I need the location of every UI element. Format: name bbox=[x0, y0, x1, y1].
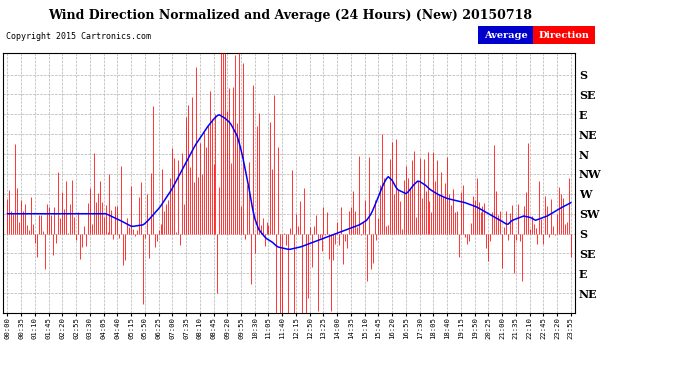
Text: Copyright 2015 Cartronics.com: Copyright 2015 Cartronics.com bbox=[6, 32, 150, 41]
Text: Direction: Direction bbox=[539, 31, 590, 40]
Text: Wind Direction Normalized and Average (24 Hours) (New) 20150718: Wind Direction Normalized and Average (2… bbox=[48, 9, 532, 22]
Text: Average: Average bbox=[484, 31, 528, 40]
